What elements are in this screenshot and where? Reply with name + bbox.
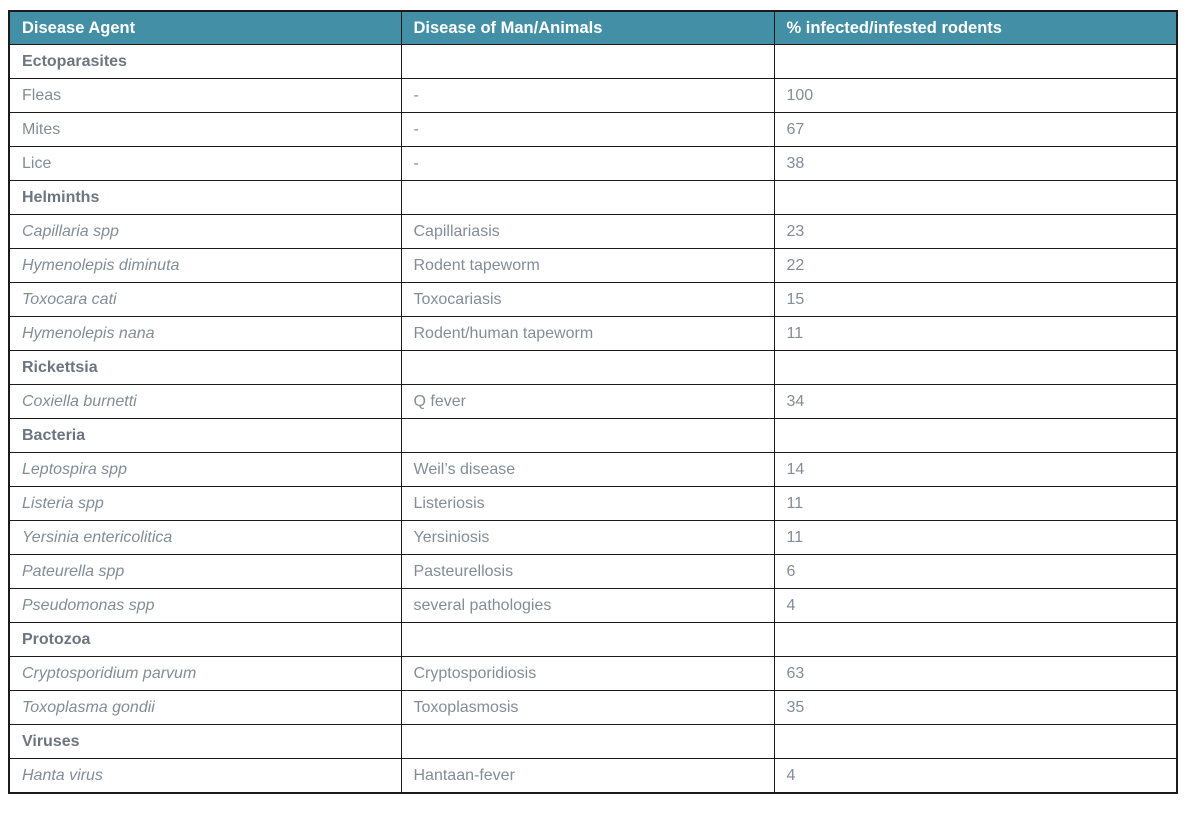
table-row: Pateurella spp Pasteurellosis 6 — [8, 554, 1178, 589]
agent-cell: Fleas — [8, 78, 402, 113]
pct-cell — [773, 622, 1178, 657]
disease-cell: - — [400, 78, 775, 113]
category-row: Protozoa — [8, 622, 1178, 657]
agent-cell: Bacteria — [8, 418, 402, 453]
disease-cell: several pathologies — [400, 588, 775, 623]
agent-cell: Pateurella spp — [8, 554, 402, 589]
disease-cell — [400, 724, 775, 759]
pct-cell: 11 — [773, 486, 1178, 521]
pct-cell: 63 — [773, 656, 1178, 691]
table-row: Hymenolepis diminuta Rodent tapeworm 22 — [8, 248, 1178, 283]
disease-cell: Toxocariasis — [400, 282, 775, 317]
category-row: Ectoparasites — [8, 44, 1178, 79]
table-row: Listeria spp Listeriosis 11 — [8, 486, 1178, 521]
table-row: Capillaria spp Capillariasis 23 — [8, 214, 1178, 249]
pct-cell: 23 — [773, 214, 1178, 249]
agent-cell: Rickettsia — [8, 350, 402, 385]
pct-cell: 6 — [773, 554, 1178, 589]
table-row: Lice - 38 — [8, 146, 1178, 181]
table-row: Cryptosporidium parvum Cryptosporidiosis… — [8, 656, 1178, 691]
header-row: Disease Agent Disease of Man/Animals % i… — [8, 10, 1178, 45]
category-row: Bacteria — [8, 418, 1178, 453]
disease-cell: - — [400, 146, 775, 181]
agent-cell: Toxocara cati — [8, 282, 402, 317]
disease-cell: - — [400, 112, 775, 147]
pct-cell: 11 — [773, 316, 1178, 351]
disease-cell: Rodent tapeworm — [400, 248, 775, 283]
pct-cell: 15 — [773, 282, 1178, 317]
table-row: Toxoplasma gondii Toxoplasmosis 35 — [8, 690, 1178, 725]
table-row: Toxocara cati Toxocariasis 15 — [8, 282, 1178, 317]
pct-cell: 34 — [773, 384, 1178, 419]
pct-cell: 4 — [773, 758, 1178, 794]
table-row: Coxiella burnetti Q fever 34 — [8, 384, 1178, 419]
disease-cell: Pasteurellosis — [400, 554, 775, 589]
disease-cell — [400, 418, 775, 453]
agent-cell: Toxoplasma gondii — [8, 690, 402, 725]
disease-cell — [400, 622, 775, 657]
disease-table: Disease Agent Disease of Man/Animals % i… — [8, 10, 1178, 794]
disease-cell — [400, 180, 775, 215]
disease-cell: Listeriosis — [400, 486, 775, 521]
table-body: Ectoparasites Fleas - 100 Mites - 67 Lic… — [8, 44, 1178, 794]
agent-cell: Leptospira spp — [8, 452, 402, 487]
disease-cell: Cryptosporidiosis — [400, 656, 775, 691]
agent-cell: Hymenolepis nana — [8, 316, 402, 351]
disease-cell: Hantaan-fever — [400, 758, 775, 794]
agent-cell: Hymenolepis diminuta — [8, 248, 402, 283]
disease-cell: Weil’s disease — [400, 452, 775, 487]
disease-cell — [400, 44, 775, 79]
pct-cell — [773, 350, 1178, 385]
agent-cell: Ectoparasites — [8, 44, 402, 79]
table-row: Hymenolepis nana Rodent/human tapeworm 1… — [8, 316, 1178, 351]
disease-cell: Toxoplasmosis — [400, 690, 775, 725]
pct-cell: 22 — [773, 248, 1178, 283]
category-row: Viruses — [8, 724, 1178, 759]
category-row: Rickettsia — [8, 350, 1178, 385]
agent-cell: Listeria spp — [8, 486, 402, 521]
agent-cell: Mites — [8, 112, 402, 147]
column-header-disease-of-man-animals: Disease of Man/Animals — [400, 10, 775, 45]
column-header-pct-infected: % infected/infested rodents — [773, 10, 1178, 45]
agent-cell: Protozoa — [8, 622, 402, 657]
pct-cell: 14 — [773, 452, 1178, 487]
pct-cell: 35 — [773, 690, 1178, 725]
agent-cell: Capillaria spp — [8, 214, 402, 249]
agent-cell: Yersinia entericolitica — [8, 520, 402, 555]
disease-cell: Q fever — [400, 384, 775, 419]
disease-cell: Capillariasis — [400, 214, 775, 249]
pct-cell: 38 — [773, 146, 1178, 181]
table-row: Mites - 67 — [8, 112, 1178, 147]
agent-cell: Cryptosporidium parvum — [8, 656, 402, 691]
agent-cell: Lice — [8, 146, 402, 181]
column-header-disease-agent: Disease Agent — [8, 10, 402, 45]
pct-cell — [773, 418, 1178, 453]
pct-cell: 100 — [773, 78, 1178, 113]
table-row: Fleas - 100 — [8, 78, 1178, 113]
table-row: Hanta virus Hantaan-fever 4 — [8, 758, 1178, 794]
table-row: Pseudomonas spp several pathologies 4 — [8, 588, 1178, 623]
pct-cell — [773, 724, 1178, 759]
agent-cell: Pseudomonas spp — [8, 588, 402, 623]
agent-cell: Hanta virus — [8, 758, 402, 794]
agent-cell: Viruses — [8, 724, 402, 759]
table-header: Disease Agent Disease of Man/Animals % i… — [8, 10, 1178, 45]
pct-cell — [773, 44, 1178, 79]
disease-cell — [400, 350, 775, 385]
agent-cell: Coxiella burnetti — [8, 384, 402, 419]
agent-cell: Helminths — [8, 180, 402, 215]
pct-cell — [773, 180, 1178, 215]
pct-cell: 67 — [773, 112, 1178, 147]
pct-cell: 4 — [773, 588, 1178, 623]
pct-cell: 11 — [773, 520, 1178, 555]
disease-cell: Yersiniosis — [400, 520, 775, 555]
category-row: Helminths — [8, 180, 1178, 215]
table-row: Yersinia entericolitica Yersiniosis 11 — [8, 520, 1178, 555]
disease-cell: Rodent/human tapeworm — [400, 316, 775, 351]
table-row: Leptospira spp Weil’s disease 14 — [8, 452, 1178, 487]
